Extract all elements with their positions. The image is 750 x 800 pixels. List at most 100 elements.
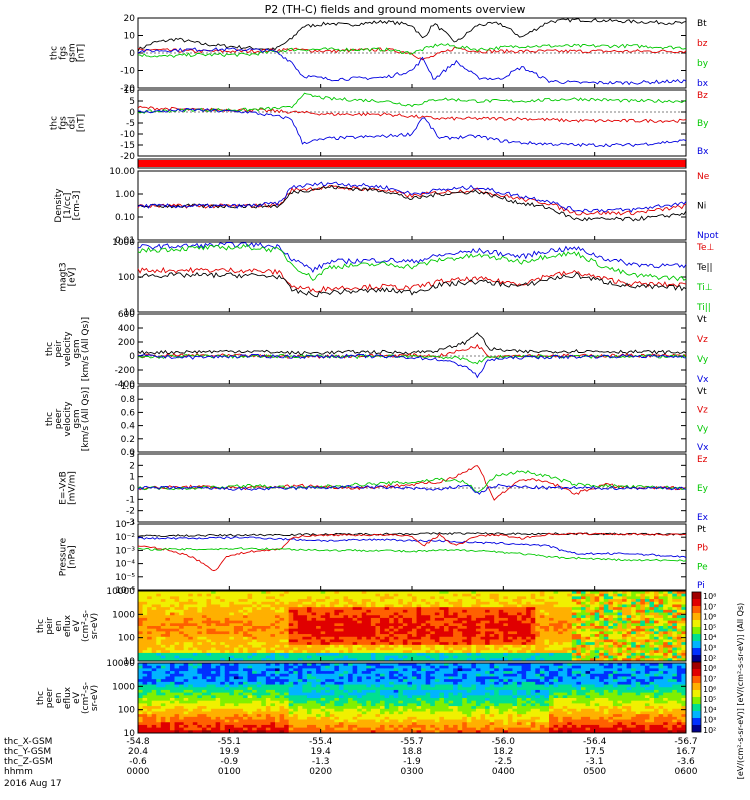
series-Pi: [137, 536, 687, 559]
y-axis-label: fgs: [59, 46, 69, 60]
legend-Vz: Vz: [697, 406, 708, 416]
y-tick-label: 0.0: [121, 448, 136, 458]
colorbar-swatch: [692, 606, 701, 614]
x-row-value: -0.9: [221, 757, 239, 767]
colorbar-swatch: [692, 704, 701, 712]
y-tick-label: 10⁻⁵: [115, 573, 135, 583]
flag-bar: [138, 160, 686, 167]
series-Npot: [137, 181, 687, 213]
panel-frame: [137, 313, 687, 385]
colorbar-tick: 10⁴: [703, 633, 716, 642]
y-tick-label: 10: [124, 657, 136, 667]
x-row-value: 0000: [127, 767, 150, 777]
y-tick-label: 10: [124, 86, 136, 96]
legend-Bx: Bx: [697, 147, 709, 157]
y-tick-label: 0: [129, 352, 135, 362]
series-Ni: [137, 184, 687, 222]
y-tick-label: 1.0: [121, 382, 136, 392]
y-tick-label: 0.8: [121, 395, 136, 405]
y-tick-label: 1000: [112, 682, 135, 692]
y-tick-label: 0: [129, 49, 135, 59]
x-axis-table: thc_X-GSM -54.8 -55.1 -55.4 -55.7 -56.0 -56.4 -…: [4, 737, 698, 777]
legend-Pb: Pb: [697, 544, 708, 554]
colorbar-swatch: [692, 592, 701, 600]
y-tick-label: 2: [129, 461, 135, 471]
y-axis-label: fgs: [59, 116, 69, 130]
legend-Ti||: Ti||: [696, 303, 711, 313]
y-tick-label: 0: [129, 484, 135, 494]
y-axis-label: [mV/m]: [68, 471, 78, 505]
y-axis-label: (cm²-s-: [81, 610, 91, 642]
legend-Vx: Vx: [697, 443, 709, 453]
series-Pt: [137, 532, 687, 538]
colorbar-swatch: [692, 634, 701, 642]
legend-Npot: Npot: [697, 231, 719, 241]
y-tick-label: 1000: [112, 238, 135, 248]
x-row-value: -3.6: [677, 757, 695, 767]
x-row-value: 0100: [218, 767, 241, 777]
y-axis-label: (cm²-s-: [81, 682, 91, 714]
x-row-value: 0300: [401, 767, 424, 777]
series-Ne: [137, 184, 687, 216]
colorbar-swatch: [692, 627, 701, 635]
y-axis-label: thc: [50, 46, 60, 60]
colorbar-swatch: [692, 683, 701, 691]
legend-Vt: Vt: [697, 315, 707, 325]
legend-Ne: Ne: [697, 172, 710, 182]
y-axis-label: [km/s (All Qs)]: [81, 317, 91, 381]
panel-peir_velocity: 600 400 200 0 -200 -400 thc peir velocity gsm [km/…: [45, 310, 709, 390]
y-tick-label: 20: [124, 14, 136, 24]
y-tick-label: 100: [118, 273, 135, 283]
y-tick-label: -3: [126, 518, 135, 528]
legend-Vx: Vx: [697, 375, 709, 385]
colorbar-tick: 10⁷: [703, 675, 716, 684]
y-tick-label: 10000: [106, 587, 135, 597]
x-row-value: -1.3: [312, 757, 330, 767]
y-axis-label: en: [54, 692, 64, 703]
colorbar-swatch: [692, 718, 701, 726]
x-row-value: -56.4: [583, 737, 607, 747]
y-axis-label: eflux: [63, 614, 73, 637]
y-tick-label: 1000: [112, 610, 135, 620]
y-tick-label: -1: [126, 495, 135, 505]
y-tick-label: 600: [118, 310, 135, 320]
y-tick-label: 3: [129, 450, 135, 460]
series-Ti⊥: [137, 243, 687, 282]
series-bx: [137, 47, 687, 86]
x-row-label: thc_Z-GSM: [4, 757, 53, 767]
panel-flag_bar: [137, 158, 687, 169]
colorbar-tick: 10²: [703, 654, 716, 663]
legend-bz: bz: [697, 39, 708, 49]
series-by: [137, 43, 687, 58]
y-tick-label: 10000: [106, 659, 135, 669]
y-tick-label: -10: [120, 130, 135, 140]
y-tick-label: 10⁻⁴: [115, 560, 135, 570]
x-row-value: 18.8: [402, 747, 422, 757]
y-tick-label: -5: [126, 119, 135, 129]
y-axis-label: thc: [36, 619, 46, 633]
legend-bx: bx: [697, 79, 709, 89]
y-tick-label: 10⁻²: [115, 533, 135, 543]
x-row-value: -55.4: [309, 737, 333, 747]
colorbar: 10⁸10⁷10⁶10⁵10⁴10³10²10⁸10⁷10⁶10⁵10⁴10³1…: [691, 591, 745, 779]
series-Ey: [137, 470, 687, 494]
x-row-value: -54.8: [126, 737, 150, 747]
y-axis-label: [km/s (All Qs)]: [81, 387, 91, 451]
colorbar-swatch: [692, 690, 701, 698]
y-tick-label: 0.6: [121, 408, 136, 418]
legend-Ey: Ey: [697, 484, 709, 494]
colorbar-swatch: [692, 599, 701, 607]
legend-Pe: Pe: [697, 562, 708, 572]
y-axis-label: [eV]: [68, 268, 78, 287]
y-axis-label: sr-eV): [90, 685, 100, 711]
panel-frame: [137, 385, 687, 453]
y-tick-label: -15: [120, 141, 135, 151]
colorbar-tick: 10⁵: [703, 623, 716, 632]
colorbar-tick: 10⁸: [703, 664, 716, 673]
x-row-value: 0500: [583, 767, 606, 777]
colorbar-swatch: [692, 655, 701, 663]
y-tick-label: -20: [120, 84, 135, 94]
colorbar-tick: 10³: [703, 644, 716, 653]
